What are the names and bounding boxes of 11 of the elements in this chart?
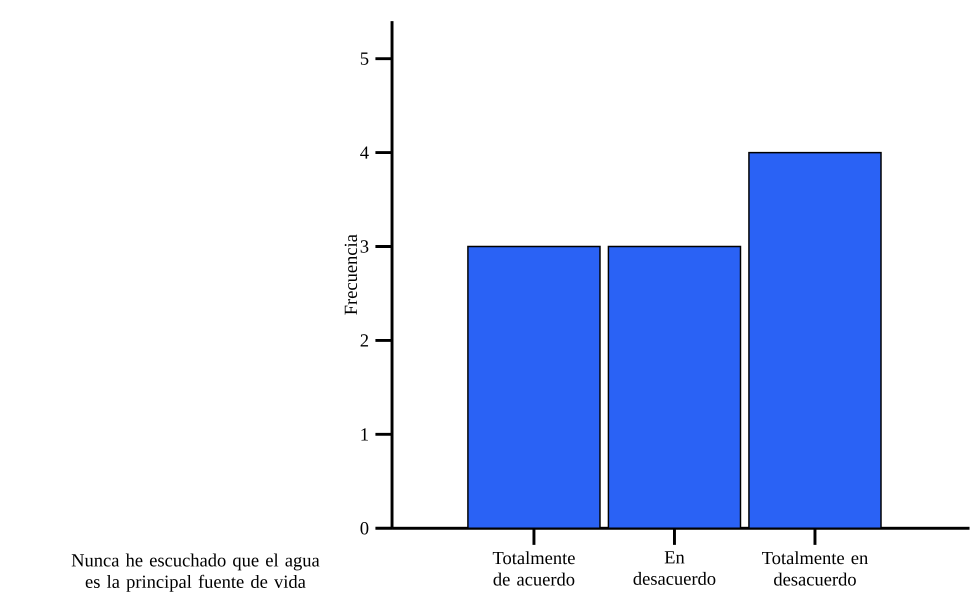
y-axis-title: Frecuencia <box>344 234 358 315</box>
x-axis-title: Nunca he escuchado que el agua es la principal fuente de vida <box>72 554 320 592</box>
y-tick-label: 1 <box>361 428 368 441</box>
y-tick-label: 3 <box>360 240 368 253</box>
x-tick-label: Totalmente de acuerdo <box>492 551 575 586</box>
y-tick-label: 5 <box>360 52 368 66</box>
x-tick-label: En desacuerdo <box>634 551 716 586</box>
x-tick-label: Totalmente en desacuerdo <box>762 551 868 586</box>
y-tick-label: 2 <box>360 334 368 347</box>
y-tick-label: 0 <box>360 522 368 535</box>
y-tick-label: 4 <box>360 146 369 159</box>
